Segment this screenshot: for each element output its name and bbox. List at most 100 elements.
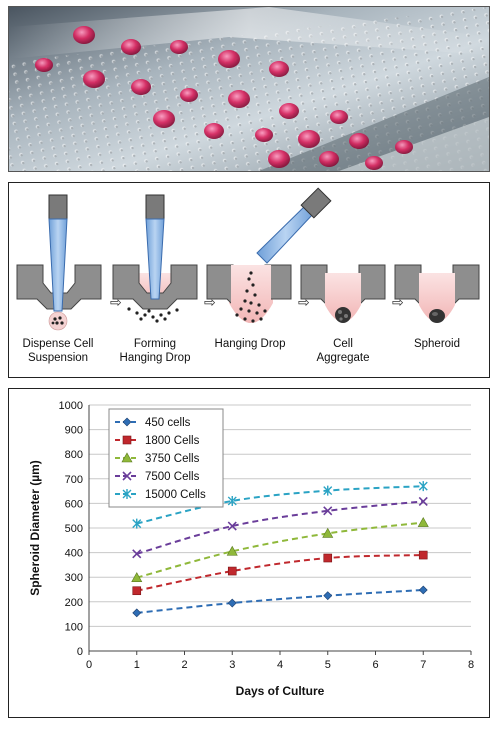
pink-drop	[319, 151, 339, 167]
pink-drop	[170, 40, 188, 54]
y-tick-label: 0	[77, 646, 83, 658]
step-label-dispense-line1: Dispense Cell	[22, 338, 94, 350]
hanging-drop-plate-photo	[8, 6, 490, 172]
y-tick-label: 1000	[59, 400, 83, 412]
data-point	[226, 545, 238, 556]
data-point	[227, 598, 237, 608]
data-point	[132, 518, 142, 529]
step-label-spheroid-line1: Spheroid	[413, 338, 461, 350]
y-tick-label: 200	[65, 597, 83, 609]
legend-marker	[122, 417, 132, 427]
data-point	[227, 521, 237, 531]
legend-marker	[122, 435, 132, 445]
pink-drop	[269, 61, 289, 77]
chart-series	[131, 481, 429, 618]
pink-drop	[35, 58, 53, 72]
step-label-hanging-drop: Hanging Drop	[204, 337, 296, 351]
x-tick-label: 5	[325, 659, 331, 671]
step-label-dispense: Dispense Cell Suspension	[12, 337, 104, 365]
step-label-hanging-drop-line1: Hanging Drop	[214, 338, 286, 350]
step-label-aggregate: Cell Aggregate	[297, 337, 389, 365]
spheroid-diameter-chart: 0 100 200 300 400 500 600 700 800 900 1000 0 1 2 3 4 5 6 7…	[8, 388, 490, 718]
pink-drop	[121, 39, 141, 55]
pink-drop	[395, 140, 413, 154]
data-point	[132, 586, 142, 596]
series-line-2	[136, 521, 424, 579]
data-point	[417, 516, 429, 527]
pink-drop	[73, 26, 95, 44]
pink-drop	[131, 79, 151, 95]
y-tick-label: 100	[65, 621, 83, 633]
x-tick-label: 7	[420, 659, 426, 671]
pink-drop	[365, 156, 383, 170]
chart-legend: 450 cells 1800 Cells 3750 Cells 7500 Cells 1…	[108, 408, 224, 508]
data-point	[132, 549, 142, 559]
data-point	[418, 550, 428, 560]
pink-drop	[298, 130, 320, 148]
x-tick-label: 8	[468, 659, 474, 671]
step-aggregate-graphic	[300, 264, 386, 323]
data-point	[131, 572, 143, 582]
legend-marker	[121, 452, 133, 463]
legend-entry: 1800 Cells	[145, 435, 200, 447]
pink-drop	[268, 150, 290, 168]
x-tick-label: 3	[229, 659, 235, 671]
legend-marker	[122, 489, 132, 499]
data-point	[323, 485, 333, 496]
series-line-3	[136, 500, 424, 555]
process-diagram-graphic: ⇨ ⇨ ⇨	[16, 187, 480, 331]
series-line-1	[136, 554, 424, 592]
data-point	[418, 585, 428, 595]
legend-marker	[122, 471, 132, 481]
x-tick-label: 6	[372, 659, 378, 671]
step-dispense-graphic	[16, 194, 102, 331]
x-tick-label: 1	[134, 659, 140, 671]
data-point	[418, 496, 428, 506]
step-forming-graphic	[112, 194, 198, 323]
data-point	[132, 608, 142, 618]
pink-drop	[349, 133, 369, 149]
legend-entry: 7500 Cells	[145, 471, 200, 483]
step-hanging-drop-graphic	[206, 187, 332, 323]
legend-entry: 15000 Cells	[145, 489, 206, 501]
step-label-forming-line1: Forming	[133, 338, 177, 350]
pink-drop	[255, 128, 273, 142]
legend-entry: 450 cells	[145, 417, 191, 429]
pink-drop	[330, 110, 348, 124]
step-label-dispense-line2: Suspension	[27, 352, 89, 364]
y-tick-label: 900	[65, 425, 83, 437]
y-axis-title: Spheroid Diameter (µm)	[28, 460, 42, 596]
step-label-spheroid: Spheroid	[391, 337, 483, 351]
pink-drop	[153, 110, 175, 128]
chart-axes: 0 100 200 300 400 500 600 700 800 900 1000 0 1 2 3 4 5 6 7…	[28, 400, 474, 698]
y-tick-label: 800	[65, 449, 83, 461]
data-point	[227, 566, 237, 576]
plate-photo-image	[9, 7, 489, 171]
x-tick-label: 2	[181, 659, 187, 671]
pink-drop	[228, 90, 250, 108]
x-tick-label: 4	[277, 659, 283, 671]
y-tick-label: 700	[65, 474, 83, 486]
pink-drop	[218, 50, 240, 68]
data-point	[227, 495, 237, 506]
series-line-4	[136, 485, 424, 525]
data-point	[418, 481, 428, 492]
pink-drop	[204, 123, 224, 139]
step-label-aggregate-line2: Aggregate	[316, 352, 370, 364]
pink-drop	[83, 70, 105, 88]
data-point	[322, 527, 334, 538]
step-label-aggregate-line1: Cell	[333, 338, 353, 350]
hanging-drop-process-diagram: ⇨ ⇨ ⇨	[8, 182, 490, 378]
x-tick-label: 0	[86, 659, 92, 671]
y-tick-label: 300	[65, 572, 83, 584]
legend-entry: 3750 Cells	[145, 453, 200, 465]
step-label-forming-line2: Hanging Drop	[119, 352, 191, 364]
line-chart: 0 100 200 300 400 500 600 700 800 900 1000 0 1 2 3 4 5 6 7…	[28, 400, 474, 698]
y-tick-label: 600	[65, 498, 83, 510]
data-point	[323, 506, 333, 516]
step-spheroid-graphic	[394, 264, 480, 323]
step-label-forming: Forming Hanging Drop	[109, 337, 201, 365]
data-point	[323, 591, 333, 601]
pink-drop	[279, 103, 299, 119]
y-tick-label: 400	[65, 548, 83, 560]
